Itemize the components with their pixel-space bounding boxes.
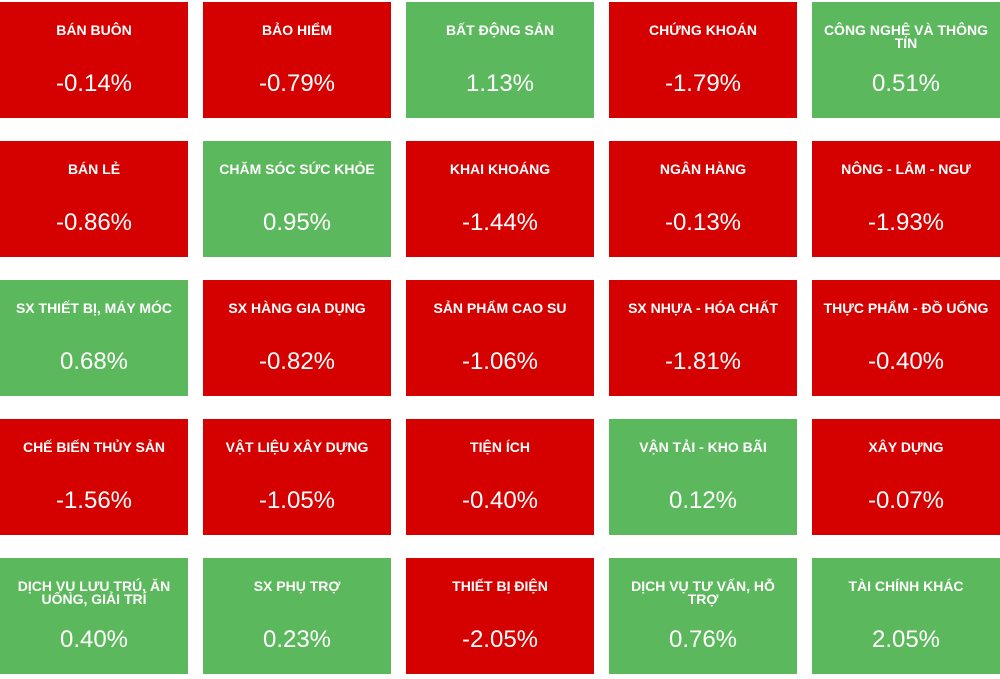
sector-tile: CHẾ BIẾN THỦY SẢN -1.56% — [0, 419, 188, 535]
sector-label: DỊCH VỤ TƯ VẤN, HỖ TRỢ — [631, 578, 775, 607]
sector-change: 0.68% — [59, 348, 129, 375]
sector-tile: THỰC PHẨM - ĐỒ UỐNG -0.40% — [812, 280, 1000, 396]
sector-change: -0.14% — [55, 70, 133, 97]
sector-label: BÁN LẺ — [67, 161, 121, 177]
sector-label: CHĂM SÓC SỨC KHỎE — [219, 161, 375, 177]
sector-change: -1.44% — [461, 209, 539, 236]
sector-label: KHAI KHOÁNG — [449, 161, 551, 177]
sector-change: 0.95% — [262, 209, 332, 236]
sector-tile: SX THIẾT BỊ, MÁY MÓC 0.68% — [0, 280, 188, 396]
sector-tile: NÔNG - LÂM - NGƯ -1.93% — [812, 141, 1000, 257]
sector-label: NGÂN HÀNG — [659, 161, 747, 177]
sector-change: 0.76% — [668, 626, 738, 653]
sector-label: NÔNG - LÂM - NGƯ — [841, 161, 971, 177]
sector-label: TIỆN ÍCH — [470, 439, 530, 455]
sector-label: CHỨNG KHOÁN — [648, 22, 758, 38]
sector-tile: SẢN PHẨM CAO SU -1.06% — [406, 280, 594, 396]
sector-label: BÁN BUÔN — [56, 22, 132, 38]
sector-change: -1.79% — [664, 70, 742, 97]
sector-tile: VẬT LIỆU XÂY DỰNG -1.05% — [203, 419, 391, 535]
sector-change: 0.12% — [668, 487, 738, 514]
sector-change: 0.40% — [59, 626, 129, 653]
sector-tile: NGÂN HÀNG -0.13% — [609, 141, 797, 257]
sector-tile: CHỨNG KHOÁN -1.79% — [609, 2, 797, 118]
sector-change: -0.79% — [258, 70, 336, 97]
sector-tile: BẤT ĐỘNG SẢN 1.13% — [406, 2, 594, 118]
sector-change: -2.05% — [461, 626, 539, 653]
sector-change: -1.06% — [461, 348, 539, 375]
sector-label: SẢN PHẨM CAO SU — [433, 300, 567, 316]
sector-tile: VẬN TẢI - KHO BÃI 0.12% — [609, 419, 797, 535]
sector-tile: SX HÀNG GIA DỤNG -0.82% — [203, 280, 391, 396]
sector-tile: THIẾT BỊ ĐIỆN -2.05% — [406, 558, 594, 674]
sector-label: VẬT LIỆU XÂY DỰNG — [225, 439, 369, 455]
sector-change: 1.13% — [465, 70, 535, 97]
sector-label: TÀI CHÍNH KHÁC — [848, 578, 964, 594]
sector-label: BẤT ĐỘNG SẢN — [445, 22, 555, 38]
sector-tile: KHAI KHOÁNG -1.44% — [406, 141, 594, 257]
sector-tile: SX PHỤ TRỢ 0.23% — [203, 558, 391, 674]
sector-tile: TÀI CHÍNH KHÁC 2.05% — [812, 558, 1000, 674]
sector-label: SX HÀNG GIA DỤNG — [228, 300, 366, 316]
sector-label: BẢO HIỂM — [262, 22, 332, 38]
sector-tile: CHĂM SÓC SỨC KHỎE 0.95% — [203, 141, 391, 257]
sector-tile: SX NHỰA - HÓA CHẤT -1.81% — [609, 280, 797, 396]
sector-label: CÔNG NGHỆ VÀ THÔNG TIN — [823, 22, 989, 51]
sector-tile: BÁN BUÔN -0.14% — [0, 2, 188, 118]
sector-tile: DỊCH VỤ TƯ VẤN, HỖ TRỢ 0.76% — [609, 558, 797, 674]
sector-change: 2.05% — [871, 626, 941, 653]
sector-tile: DỊCH VỤ LƯU TRÚ, ĂN UỐNG, GIẢI TRÍ 0.40% — [0, 558, 188, 674]
sector-tile: BẢO HIỂM -0.79% — [203, 2, 391, 118]
sector-label: SX PHỤ TRỢ — [253, 578, 341, 594]
sector-change: 0.51% — [871, 70, 941, 97]
sector-label: VẬN TẢI - KHO BÃI — [639, 439, 767, 455]
sector-change: 0.23% — [262, 626, 332, 653]
sector-tile: CÔNG NGHỆ VÀ THÔNG TIN 0.51% — [812, 2, 1000, 118]
sector-change: -0.40% — [867, 348, 945, 375]
sector-tile: TIỆN ÍCH -0.40% — [406, 419, 594, 535]
sector-label: THIẾT BỊ ĐIỆN — [452, 578, 548, 594]
sector-change: -0.86% — [55, 209, 133, 236]
sector-change: -1.81% — [664, 348, 742, 375]
sector-label: CHẾ BIẾN THỦY SẢN — [22, 439, 166, 455]
sector-label: XÂY DỰNG — [868, 439, 944, 455]
sector-change: -0.40% — [461, 487, 539, 514]
sector-label: SX THIẾT BỊ, MÁY MÓC — [15, 300, 173, 316]
sector-change: -0.13% — [664, 209, 742, 236]
sector-change: -0.82% — [258, 348, 336, 375]
sector-label: THỰC PHẨM - ĐỒ UỐNG — [823, 300, 989, 316]
sector-change: -0.07% — [867, 487, 945, 514]
sector-label: SX NHỰA - HÓA CHẤT — [628, 300, 778, 316]
sector-label: DỊCH VỤ LƯU TRÚ, ĂN UỐNG, GIẢI TRÍ — [17, 578, 171, 607]
sector-tile: BÁN LẺ -0.86% — [0, 141, 188, 257]
sector-tile: XÂY DỰNG -0.07% — [812, 419, 1000, 535]
sector-change: -1.56% — [55, 487, 133, 514]
sector-change: -1.93% — [867, 209, 945, 236]
sector-change: -1.05% — [258, 487, 336, 514]
